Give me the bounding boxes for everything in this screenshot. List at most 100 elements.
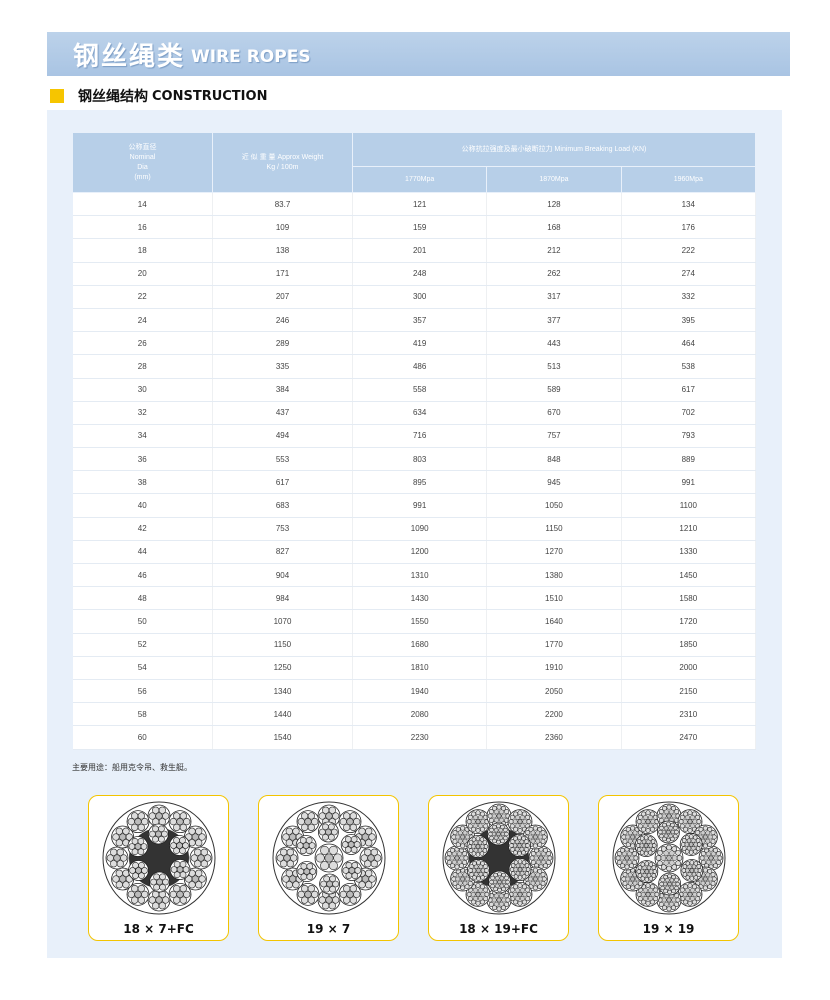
table-cell: 20 [72, 262, 213, 286]
table-row: 22 207 300 317 332 [72, 285, 757, 309]
table-cell: 38 [72, 470, 213, 495]
table-row: 48 984 1430 1510 1580 [72, 586, 757, 611]
table-cell: 757 [486, 424, 622, 449]
table-cell: 18 [72, 238, 213, 263]
table-row: 54 1250 1810 1910 2000 [72, 656, 757, 680]
table-cell: 2150 [621, 679, 757, 704]
table-cell: 395 [621, 308, 757, 333]
table-cell: 2230 [352, 725, 488, 750]
title-en: WIRE ROPES [191, 47, 311, 67]
table-cell: 513 [486, 354, 622, 379]
table-cell: 36 [72, 447, 213, 472]
table-row: 42 753 1090 1150 1210 [72, 517, 757, 541]
table-cell: 991 [621, 470, 757, 495]
table-row: 58 1440 2080 2200 2310 [72, 702, 757, 727]
table-cell: 1510 [486, 586, 622, 611]
table-cell: 670 [486, 401, 622, 425]
table-cell: 1310 [352, 563, 488, 588]
table-cell: 1450 [621, 563, 757, 588]
section-cn: 钢丝绳结构 [78, 89, 148, 105]
table-cell: 60 [72, 725, 213, 750]
construction-card: 18 × 7+FC [88, 795, 229, 941]
table-cell: 634 [352, 401, 488, 425]
table-cell: 904 [212, 563, 353, 588]
table-cell: 128 [486, 192, 622, 217]
table-cell: 617 [212, 470, 353, 495]
table-cell: 332 [621, 285, 757, 309]
table-cell: 2200 [486, 702, 622, 727]
table-row: 34 494 716 757 793 [72, 424, 757, 449]
table-cell: 42 [72, 517, 213, 541]
table-cell: 246 [212, 308, 353, 333]
table-cell: 793 [621, 424, 757, 449]
table-cell: 419 [352, 331, 488, 356]
table-cell: 1330 [621, 540, 757, 565]
table-row: 20 171 248 262 274 [72, 262, 757, 286]
table-cell: 1640 [486, 609, 622, 634]
rope-cross-section-icon [272, 801, 386, 915]
header-dia: 公称直径 Nominal Dia (mm) [72, 132, 213, 193]
table-cell: 24 [72, 308, 213, 333]
construction-card: 19 × 7 [258, 795, 399, 941]
construction-label: 19 × 7 [306, 922, 351, 936]
table-cell: 212 [486, 238, 622, 263]
table-cell: 464 [621, 331, 757, 356]
table-cell: 1210 [621, 517, 757, 541]
table-cell: 1580 [621, 586, 757, 611]
table-cell: 168 [486, 215, 622, 240]
table-row: 36 553 803 848 889 [72, 447, 757, 472]
table-cell: 2050 [486, 679, 622, 704]
spec-table: 公称直径 Nominal Dia (mm) 近 似 重 量 Approx Weight… [72, 132, 757, 750]
table-row: 28 335 486 513 538 [72, 354, 757, 379]
construction-label: 18 × 19+FC [459, 922, 538, 936]
header-grade: 1770Mpa [351, 166, 488, 193]
table-cell: 889 [621, 447, 757, 472]
table-cell: 121 [352, 192, 488, 217]
table-cell: 1070 [212, 609, 353, 634]
rope-cross-section-icon [612, 801, 726, 915]
title-cn: 钢丝绳类 [73, 41, 186, 72]
table-cell: 83.7 [212, 192, 353, 217]
table-cell: 443 [486, 331, 622, 356]
header-grade: 1960Mpa [620, 166, 757, 193]
table-cell: 274 [621, 262, 757, 286]
table-cell: 2000 [621, 656, 757, 680]
table-cell: 1910 [486, 656, 622, 680]
table-cell: 1100 [621, 493, 757, 518]
table-cell: 384 [212, 378, 353, 402]
table-cell: 40 [72, 493, 213, 518]
table-cell: 54 [72, 656, 213, 680]
table-cell: 16 [72, 215, 213, 240]
header-load: 公称抗拉强度及最小破断拉力 Minimum Breaking Load (KN) [352, 132, 756, 167]
table-cell: 827 [212, 540, 353, 565]
table-cell: 377 [486, 308, 622, 333]
table-row: 46 904 1310 1380 1450 [72, 563, 757, 588]
table-row: 32 437 634 670 702 [72, 401, 757, 425]
table-cell: 14 [72, 192, 213, 217]
title-bar: 钢丝绳类 WIRE ROPES [47, 32, 790, 76]
table-cell: 317 [486, 285, 622, 309]
construction-card: 18 × 19+FC [428, 795, 569, 941]
table-cell: 553 [212, 447, 353, 472]
table-cell: 138 [212, 238, 353, 263]
table-cell: 201 [352, 238, 488, 263]
rope-cross-section-icon [102, 801, 216, 915]
table-cell: 1050 [486, 493, 622, 518]
table-row: 24 246 357 377 395 [72, 308, 757, 333]
table-row: 14 83.7 121 128 134 [72, 192, 757, 217]
table-cell: 589 [486, 378, 622, 402]
table-cell: 2080 [352, 702, 488, 727]
rope-cross-section-icon [442, 801, 556, 915]
table-cell: 1850 [621, 633, 757, 657]
table-cell: 159 [352, 215, 488, 240]
table-row: 60 1540 2230 2360 2470 [72, 725, 757, 750]
table-cell: 1340 [212, 679, 353, 704]
table-cell: 289 [212, 331, 353, 356]
table-cell: 52 [72, 633, 213, 657]
section-heading: 钢丝绳结构 CONSTRUCTION [50, 86, 267, 106]
table-cell: 702 [621, 401, 757, 425]
table-row: 38 617 895 945 991 [72, 470, 757, 495]
table-cell: 1810 [352, 656, 488, 680]
table-cell: 109 [212, 215, 353, 240]
table-cell: 207 [212, 285, 353, 309]
